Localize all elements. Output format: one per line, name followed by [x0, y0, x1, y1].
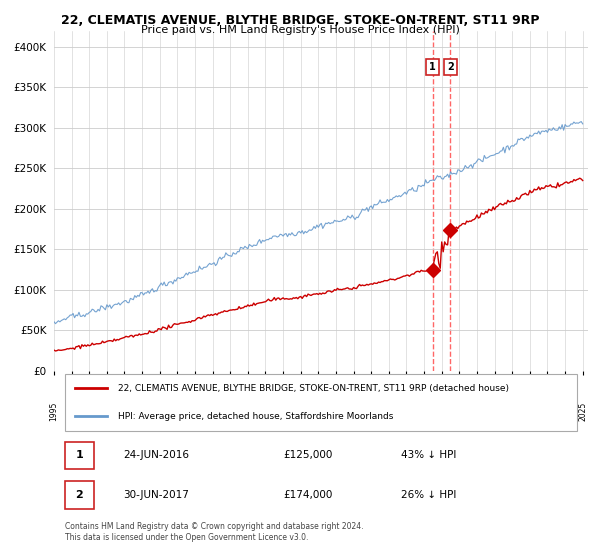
- Text: 2013: 2013: [367, 402, 376, 421]
- Text: 2008: 2008: [278, 402, 287, 421]
- Text: 2: 2: [447, 62, 454, 72]
- Text: 2023: 2023: [543, 402, 552, 421]
- Text: £174,000: £174,000: [284, 489, 333, 500]
- Text: 2004: 2004: [208, 402, 217, 421]
- Text: 24-JUN-2016: 24-JUN-2016: [124, 450, 190, 460]
- Text: 22, CLEMATIS AVENUE, BLYTHE BRIDGE, STOKE-ON-TRENT, ST11 9RP (detached house): 22, CLEMATIS AVENUE, BLYTHE BRIDGE, STOK…: [118, 384, 509, 393]
- Text: 2011: 2011: [331, 402, 340, 421]
- Text: Contains HM Land Registry data © Crown copyright and database right 2024.
This d: Contains HM Land Registry data © Crown c…: [65, 522, 363, 542]
- Text: 2016: 2016: [419, 402, 428, 421]
- Text: 2020: 2020: [490, 402, 499, 421]
- Text: 2025: 2025: [578, 402, 587, 421]
- Text: Price paid vs. HM Land Registry's House Price Index (HPI): Price paid vs. HM Land Registry's House …: [140, 25, 460, 35]
- Text: 2003: 2003: [190, 402, 199, 421]
- Text: 43% ↓ HPI: 43% ↓ HPI: [401, 450, 457, 460]
- Text: 2007: 2007: [261, 402, 270, 421]
- Text: 2: 2: [75, 489, 83, 500]
- Text: 2001: 2001: [155, 402, 164, 421]
- Text: 2012: 2012: [349, 402, 358, 421]
- Text: 1997: 1997: [85, 402, 94, 421]
- Text: 1999: 1999: [120, 402, 129, 421]
- Text: 1: 1: [75, 450, 83, 460]
- Text: 2006: 2006: [244, 402, 253, 421]
- Text: 1998: 1998: [103, 402, 112, 421]
- Text: 2000: 2000: [137, 402, 146, 421]
- Text: 2019: 2019: [472, 402, 481, 421]
- Text: 2022: 2022: [526, 402, 535, 421]
- Text: 22, CLEMATIS AVENUE, BLYTHE BRIDGE, STOKE-ON-TRENT, ST11 9RP: 22, CLEMATIS AVENUE, BLYTHE BRIDGE, STOK…: [61, 14, 539, 27]
- Text: 26% ↓ HPI: 26% ↓ HPI: [401, 489, 457, 500]
- Text: 2015: 2015: [402, 402, 411, 421]
- Text: 2010: 2010: [314, 402, 323, 421]
- Text: HPI: Average price, detached house, Staffordshire Moorlands: HPI: Average price, detached house, Staf…: [118, 412, 394, 421]
- Text: 2005: 2005: [226, 402, 235, 421]
- Text: 30-JUN-2017: 30-JUN-2017: [124, 489, 189, 500]
- Text: 2018: 2018: [455, 402, 464, 421]
- Text: 2024: 2024: [560, 402, 569, 421]
- FancyBboxPatch shape: [65, 442, 94, 469]
- Text: 2021: 2021: [508, 402, 517, 421]
- FancyBboxPatch shape: [65, 374, 577, 431]
- FancyBboxPatch shape: [65, 482, 94, 508]
- Text: 2009: 2009: [296, 402, 305, 421]
- Text: 1: 1: [429, 62, 436, 72]
- Text: 2014: 2014: [385, 402, 394, 421]
- Text: 2002: 2002: [173, 402, 182, 421]
- Text: 1995: 1995: [49, 402, 59, 421]
- Text: 1996: 1996: [67, 402, 76, 421]
- Text: £125,000: £125,000: [284, 450, 333, 460]
- Text: 2017: 2017: [437, 402, 446, 421]
